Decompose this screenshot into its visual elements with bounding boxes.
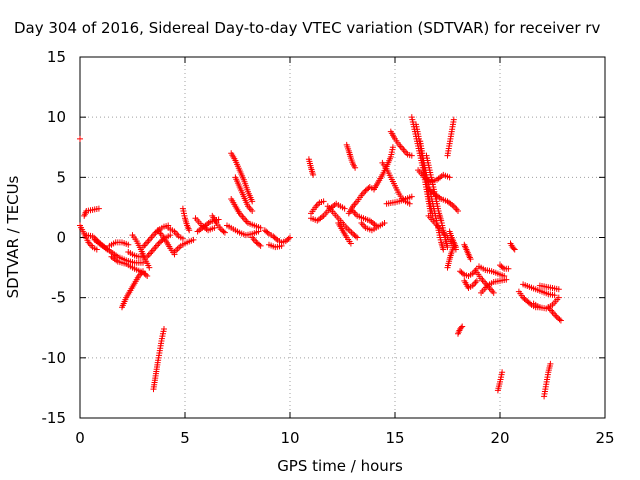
y-axis-title: SDTVAR / TECUs — [4, 175, 22, 298]
x-tick-label: 10 — [280, 429, 299, 447]
data-point — [264, 229, 271, 236]
data-point — [503, 276, 510, 283]
data-point — [408, 193, 415, 200]
x-axis-title: GPS time / hours — [277, 457, 403, 475]
data-points — [77, 114, 564, 400]
grid — [80, 57, 605, 418]
data-point — [347, 240, 354, 247]
data-point — [125, 241, 132, 248]
data-point — [346, 227, 353, 234]
x-tick-label: 15 — [385, 429, 404, 447]
data-point — [257, 242, 264, 249]
data-point — [273, 235, 279, 242]
data-point — [278, 242, 285, 249]
data-point — [256, 241, 263, 248]
y-tick-label: 5 — [56, 168, 66, 186]
y-tick-label: 15 — [47, 48, 66, 66]
data-point — [499, 264, 506, 271]
y-tick-label: 0 — [56, 229, 66, 247]
y-tick-label: 10 — [47, 108, 66, 126]
data-point — [140, 259, 146, 266]
data-point — [555, 286, 562, 293]
data-point — [190, 236, 197, 243]
data-point — [161, 325, 167, 332]
data-point — [556, 316, 563, 323]
data-point — [408, 152, 415, 159]
data-point — [211, 224, 218, 231]
data-point — [467, 256, 474, 263]
data-point — [490, 289, 497, 296]
plot-frame — [79, 56, 606, 419]
data-point — [473, 277, 480, 284]
data-point — [341, 205, 348, 212]
y-tick-label: -15 — [42, 409, 67, 427]
data-point — [77, 135, 83, 142]
data-point — [354, 234, 361, 241]
data-point — [459, 323, 466, 330]
data-point — [179, 235, 186, 242]
data-point — [452, 244, 459, 251]
data-point — [144, 273, 151, 280]
chart-title: Day 304 of 2016, Sidereal Day-to-day VTE… — [14, 19, 600, 37]
data-point — [455, 208, 461, 215]
x-tick-label: 0 — [75, 429, 85, 447]
data-point — [352, 164, 359, 171]
data-point — [320, 198, 327, 205]
data-point — [440, 246, 447, 253]
data-point — [381, 220, 388, 227]
data-point — [444, 244, 451, 251]
data-point — [93, 246, 100, 253]
data-point — [142, 271, 149, 278]
y-tick-label: -5 — [51, 289, 66, 307]
data-point — [146, 264, 153, 271]
data-point — [406, 200, 413, 207]
data-point — [221, 229, 228, 236]
data-point — [257, 224, 264, 231]
data-point — [285, 235, 292, 242]
data-point — [287, 234, 293, 241]
data-point — [551, 292, 558, 299]
y-tick-label: -10 — [42, 349, 67, 367]
data-point — [555, 294, 562, 301]
data-point — [505, 265, 512, 272]
data-point — [174, 245, 181, 252]
data-point — [446, 174, 453, 181]
data-point — [176, 244, 183, 251]
data-point — [510, 245, 517, 252]
data-point — [511, 246, 518, 253]
data-point — [220, 228, 227, 235]
data-point — [186, 227, 193, 234]
x-tick-label: 25 — [595, 429, 614, 447]
data-point — [345, 226, 352, 233]
data-point — [249, 208, 256, 215]
data-point — [255, 228, 262, 235]
data-point — [499, 369, 506, 376]
data-point — [140, 268, 146, 275]
data-point — [547, 360, 554, 367]
data-point — [95, 205, 102, 212]
data-point — [167, 232, 174, 239]
data-point — [352, 233, 359, 240]
x-tick-label: 20 — [490, 429, 509, 447]
data-point — [249, 198, 256, 205]
axis-ticks: 0 5 10 15 20 25 -15 -10 -5 0 5 10 15 — [42, 48, 615, 447]
data-point — [459, 270, 466, 277]
data-point — [348, 229, 355, 236]
data-point — [557, 317, 564, 324]
data-point — [389, 144, 396, 151]
data-point — [310, 171, 317, 178]
data-point — [450, 116, 457, 123]
data-point — [458, 324, 465, 331]
x-tick-label: 5 — [180, 429, 190, 447]
